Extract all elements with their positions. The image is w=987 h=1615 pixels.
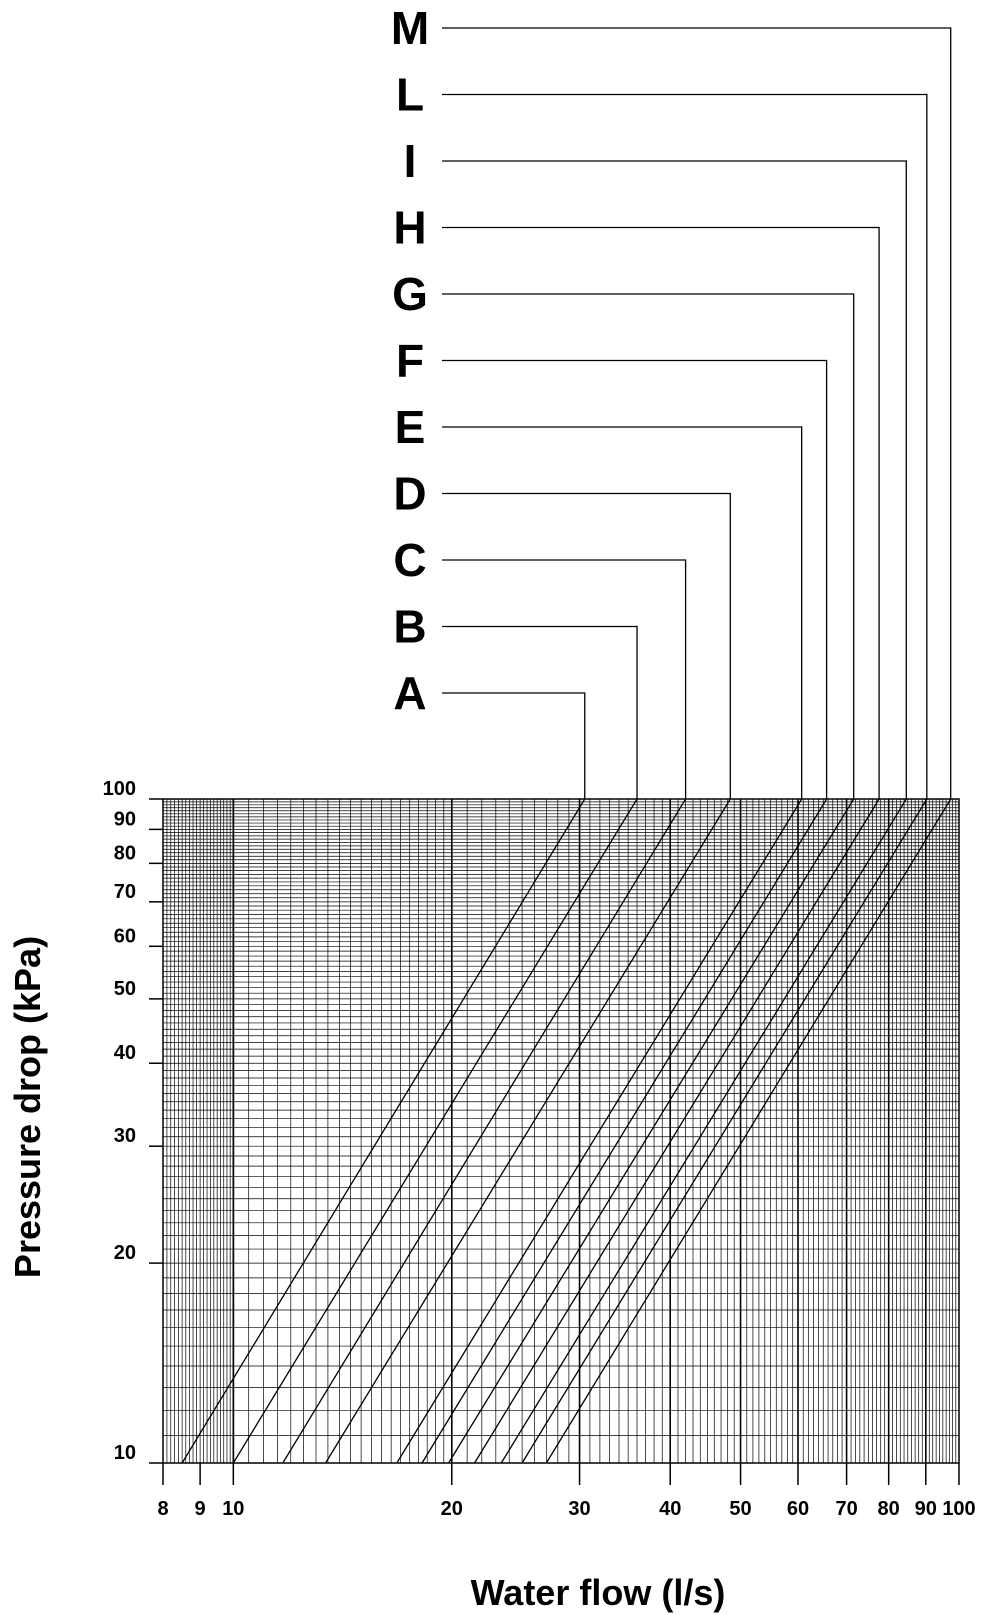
series-line-f (421, 798, 828, 1464)
x-tick-label: 50 (729, 1498, 751, 1520)
leader-line-a (442, 692, 586, 799)
series-line-e (396, 798, 803, 1464)
y-tick-label: 60 (114, 925, 136, 947)
series-line-i (500, 798, 907, 1464)
x-axis-title: Water flow (l/s) (471, 1572, 726, 1613)
leader-line-g (442, 293, 855, 799)
series-label-d: D (393, 468, 426, 520)
x-tick-label: 60 (787, 1498, 809, 1520)
leader-line-l (442, 93, 928, 799)
x-tick-label: 20 (441, 1498, 463, 1520)
series-label-b: B (393, 601, 426, 653)
leader-line-m (442, 27, 952, 799)
series-lines (181, 798, 952, 1464)
leader-line-c (442, 559, 687, 799)
axes: 8 9 10 20 30 40 50 60 70 80 90 10010203040506070809… (103, 778, 976, 1520)
y-tick-label: 50 (114, 978, 136, 1000)
y-tick-label: 30 (114, 1125, 136, 1147)
x-tick-label: 90 (915, 1498, 937, 1520)
y-tick-label: 90 (114, 808, 136, 830)
series-line-b (232, 798, 638, 1464)
y-tick-label: 80 (114, 842, 136, 864)
grid (162, 798, 960, 1464)
x-tick-label: 80 (878, 1498, 900, 1520)
series-line-h (474, 798, 880, 1464)
series-line-a (181, 798, 586, 1464)
x-tick-label: 70 (835, 1498, 857, 1520)
y-tick-label: 10 (114, 1442, 136, 1464)
x-tick-label: 30 (568, 1498, 590, 1520)
x-tick-label: 9 (195, 1498, 206, 1520)
series-line-d (325, 798, 731, 1464)
leader-line-d (442, 492, 731, 799)
y-axis-title: Pressure drop (kPa) (7, 936, 48, 1278)
y-tick-label: 20 (114, 1242, 136, 1264)
series-label-m: M (391, 2, 429, 54)
leader-line-e (442, 426, 803, 799)
series-label-a: A (393, 667, 426, 719)
leader-line-h (442, 226, 880, 799)
series-line-c (282, 798, 687, 1464)
x-tick-label: 40 (659, 1498, 681, 1520)
series-line-l (521, 798, 928, 1464)
leader-line-f (442, 359, 828, 799)
series-label-h: H (393, 202, 426, 254)
series-line-m (545, 798, 952, 1464)
y-tick-label: 70 (114, 881, 136, 903)
x-tick-label: 10 (222, 1498, 244, 1520)
series-label-f: F (396, 335, 424, 387)
series-label-e: E (395, 401, 426, 453)
x-tick-label: 100 (942, 1498, 975, 1520)
y-tick-label: 40 (114, 1042, 136, 1064)
leader-line-b (442, 625, 638, 799)
series-line-g (448, 798, 855, 1464)
y-tick-label: 100 (103, 778, 136, 800)
series-label-l: L (396, 69, 424, 121)
series-label-i: I (404, 135, 417, 187)
x-tick-label: 8 (157, 1498, 168, 1520)
series-label-c: C (393, 534, 426, 586)
series-label-g: G (392, 268, 428, 320)
leader-line-i (442, 160, 907, 799)
plot-frame (162, 798, 960, 1464)
